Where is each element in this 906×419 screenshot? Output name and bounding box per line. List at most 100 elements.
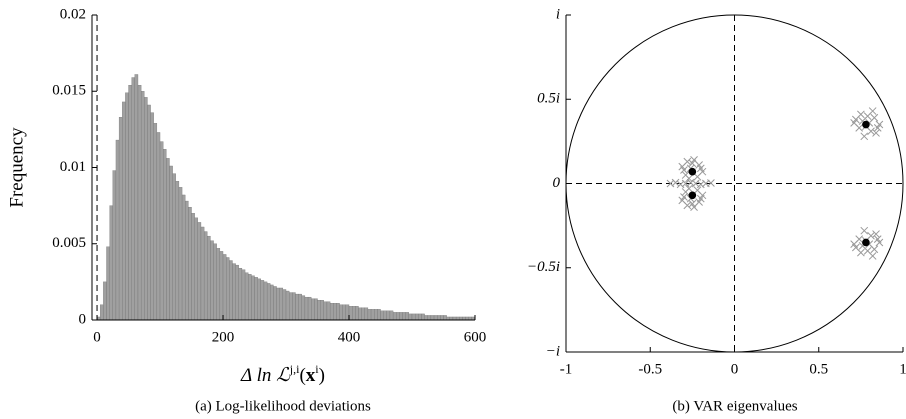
histogram-bar — [125, 92, 129, 321]
histogram-bar — [163, 149, 167, 321]
sample-point — [696, 194, 705, 203]
histogram-bar — [169, 165, 173, 321]
x-tick-label: 600 — [464, 329, 487, 345]
histogram-bar — [118, 117, 123, 321]
sample-point — [680, 193, 688, 201]
histogram-bar — [137, 85, 142, 321]
x-axis-label-part: j,i — [289, 362, 300, 376]
histogram-bar — [232, 263, 236, 321]
histogram-bar — [178, 187, 183, 321]
x-tick-label: -0.5 — [638, 361, 662, 377]
histogram-bar — [241, 269, 246, 321]
histogram-bar — [440, 315, 444, 321]
sample-point — [696, 164, 705, 173]
x-axis-label-part: x — [306, 365, 316, 386]
histogram-bar — [396, 312, 400, 321]
histogram-bar — [106, 246, 110, 321]
histogram-bar — [103, 281, 107, 321]
histogram-bar — [191, 213, 195, 321]
histogram-bar — [276, 287, 280, 321]
histogram-bar — [216, 248, 221, 321]
eigenvalue-point — [688, 167, 697, 176]
histogram-bar — [358, 307, 362, 321]
histogram-bar — [140, 91, 145, 321]
histogram-bar — [226, 257, 230, 321]
x-axis-label-part: Δ ln ℒ — [240, 365, 291, 386]
sample-point — [683, 201, 692, 210]
histogram-bar — [424, 315, 428, 321]
sample-point — [872, 230, 880, 238]
x-tick-label: 1 — [899, 361, 906, 377]
histogram-bar — [374, 309, 378, 321]
sample-point — [857, 248, 865, 257]
histogram-bar — [329, 303, 334, 321]
histogram-bar — [122, 101, 126, 321]
histogram-bar — [307, 296, 312, 321]
x-axis-label-part: i — [315, 362, 319, 376]
histogram-bar — [197, 222, 202, 321]
histogram-bar — [244, 272, 249, 321]
histogram-bar — [355, 306, 359, 321]
histogram-bar — [266, 283, 271, 321]
y-tick-label: i — [556, 6, 560, 22]
histogram-bar — [194, 217, 198, 321]
histogram-bar — [421, 313, 425, 321]
histogram-bar — [210, 240, 214, 321]
histogram-bar — [270, 284, 274, 321]
histogram-bar — [317, 300, 321, 321]
histogram-bar — [115, 139, 120, 321]
sample-point — [671, 178, 680, 187]
histogram-bar — [418, 313, 422, 321]
histogram-bar — [443, 315, 447, 321]
histogram-bar — [134, 74, 139, 321]
histogram-bar — [159, 141, 164, 321]
histogram-bar — [150, 112, 154, 321]
sample-point — [850, 118, 858, 127]
sample-point — [688, 199, 697, 208]
y-tick-label: −0.5i — [527, 259, 560, 275]
histogram-bar — [200, 226, 205, 321]
histogram-bar — [361, 307, 365, 321]
sample-point — [693, 172, 702, 181]
x-tick-label: 400 — [338, 329, 361, 345]
histogram-bar — [279, 287, 284, 321]
histogram-bar — [367, 309, 372, 321]
histogram-bar — [181, 194, 186, 321]
histogram-bar — [153, 123, 158, 321]
y-tick-label: 0.02 — [60, 6, 86, 22]
sample-point — [850, 240, 858, 249]
y-tick-label: 0 — [79, 311, 87, 327]
histogram-bar — [166, 158, 170, 321]
histogram-bar — [185, 200, 189, 321]
histogram-bar — [386, 310, 391, 321]
sample-point — [693, 186, 702, 195]
histogram-bar — [254, 277, 258, 321]
histogram-bar — [399, 312, 403, 321]
eigenvalue-point — [862, 120, 870, 129]
histogram-bar — [100, 304, 104, 321]
sample-point — [707, 179, 715, 187]
histogram-bar — [203, 231, 208, 321]
sample-point — [685, 184, 693, 193]
sample-point — [683, 157, 692, 166]
y-tick-label: 0 — [553, 175, 561, 191]
histogram-bar — [128, 85, 132, 321]
histogram-bar — [273, 286, 277, 321]
histogram-bar — [238, 267, 243, 321]
histogram-bar — [285, 290, 290, 321]
histogram-bar — [298, 293, 302, 321]
histogram-bar — [260, 280, 265, 321]
x-tick-label: 0.5 — [809, 361, 828, 377]
histogram-bar — [292, 292, 296, 321]
histogram-bar — [402, 312, 406, 321]
histogram-bar — [235, 264, 239, 321]
y-tick-label: −i — [546, 343, 560, 359]
histogram-bar — [188, 206, 192, 321]
histogram-bar — [370, 309, 375, 321]
histogram-bar — [339, 304, 343, 321]
histogram-bar — [405, 312, 410, 321]
histogram-bar — [430, 315, 435, 321]
y-tick-label: 0.01 — [60, 159, 86, 175]
histogram-bar — [383, 310, 387, 321]
